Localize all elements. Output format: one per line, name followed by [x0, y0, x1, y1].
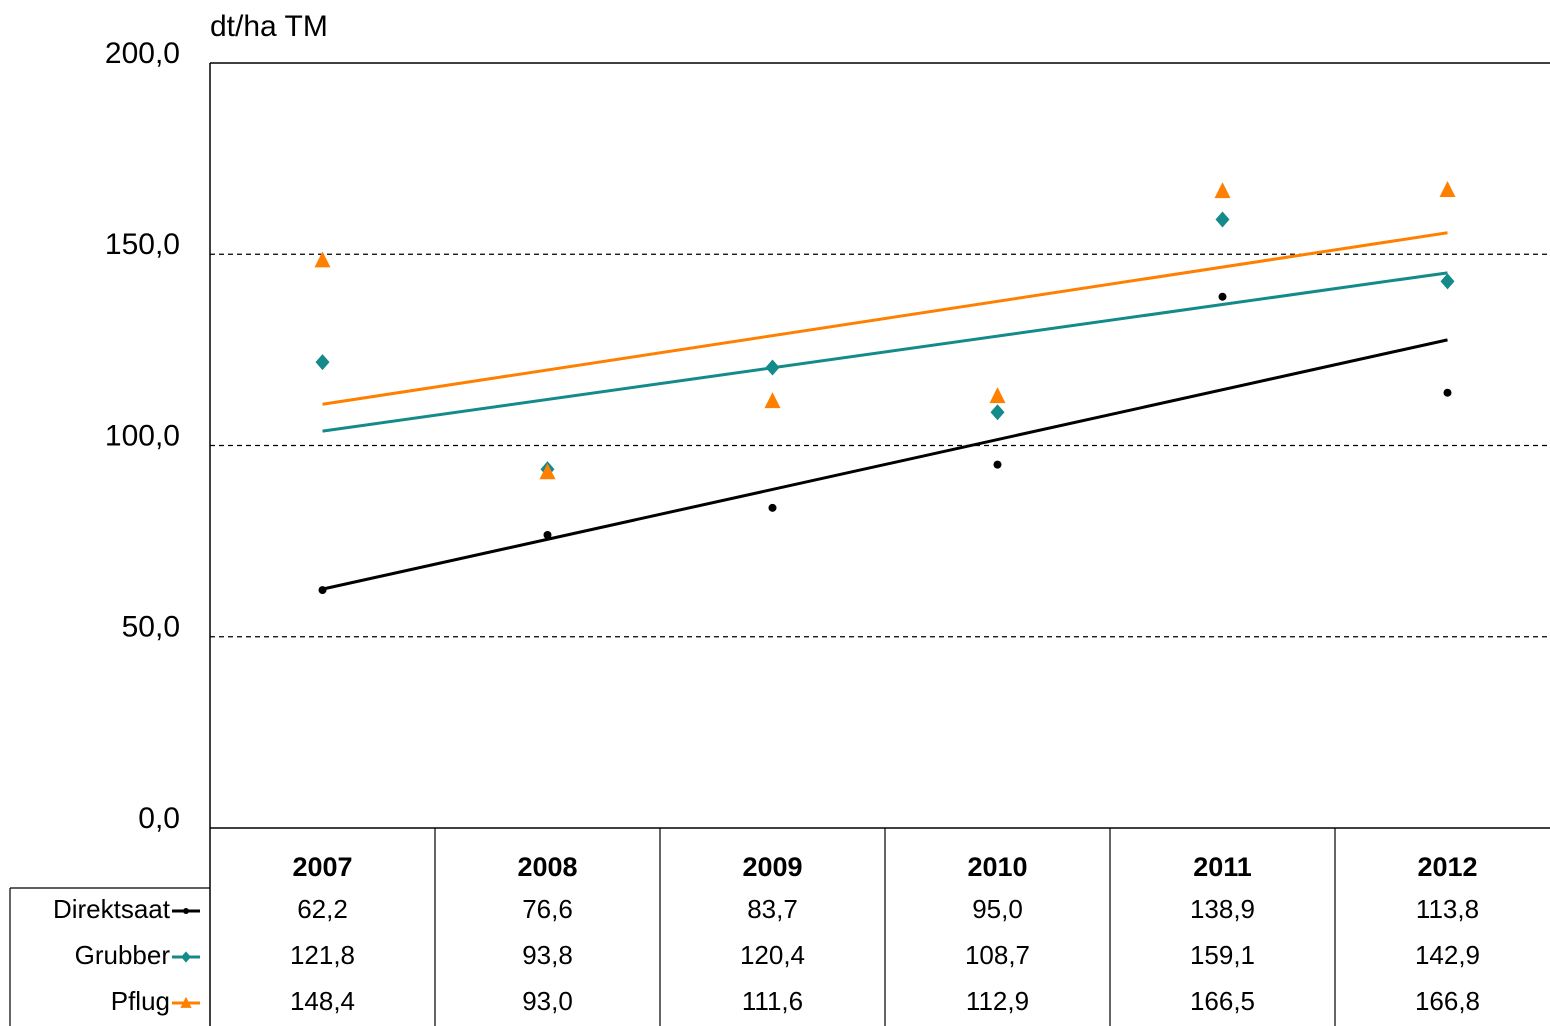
table-value: 166,5 [1190, 986, 1255, 1016]
data-point [768, 503, 777, 512]
x-tick-label: 2012 [1417, 852, 1477, 882]
x-tick-label: 2011 [1193, 852, 1252, 882]
table-value: 93,0 [522, 986, 573, 1016]
table-value: 159,1 [1190, 940, 1255, 970]
table-value: 111,6 [742, 986, 803, 1016]
table-value: 95,0 [972, 894, 1023, 924]
table-value: 108,7 [965, 940, 1030, 970]
data-point [1439, 180, 1456, 197]
data-point [539, 463, 556, 480]
legend-label: Direktsaat [53, 894, 171, 924]
y-tick-label: 200,0 [105, 37, 180, 70]
table-value: 120,4 [740, 940, 805, 970]
data-point [1440, 273, 1455, 290]
data-point [1218, 292, 1227, 301]
data-point [314, 251, 331, 268]
legend-marker [181, 951, 191, 963]
table-value: 112,9 [966, 986, 1029, 1016]
data-point [993, 460, 1002, 469]
y-tick-label: 100,0 [105, 419, 180, 452]
data-point [318, 586, 327, 595]
legend-marker [180, 996, 192, 1008]
data-point [1215, 211, 1230, 228]
table-value: 142,9 [1415, 940, 1480, 970]
data-point [765, 359, 780, 376]
table-value: 148,4 [290, 986, 355, 1016]
x-tick-label: 2010 [967, 852, 1027, 882]
y-tick-label: 0,0 [138, 802, 180, 835]
table-value: 166,8 [1415, 986, 1480, 1016]
table-value: 138,9 [1190, 894, 1255, 924]
table-value: 121,8 [290, 940, 355, 970]
table-value: 113,8 [1416, 894, 1479, 924]
table-value: 93,8 [522, 940, 573, 970]
y-tick-label: 150,0 [105, 228, 180, 261]
trend-line [322, 338, 1448, 591]
table-value: 83,7 [747, 894, 798, 924]
data-point [315, 354, 330, 371]
x-tick-label: 2008 [517, 852, 577, 882]
trend-line [322, 231, 1448, 406]
data-point [990, 404, 1005, 421]
data-point [1443, 388, 1452, 397]
legend-marker [183, 908, 189, 914]
y-axis-label: dt/ha TM [210, 10, 328, 43]
table-value: 76,6 [522, 894, 573, 924]
data-point [1214, 182, 1231, 199]
legend-label: Grubber [75, 940, 171, 970]
x-tick-label: 2009 [742, 852, 802, 882]
table-value: 62,2 [297, 894, 348, 924]
legend-label: Pflug [111, 986, 170, 1016]
y-tick-label: 50,0 [122, 611, 180, 644]
data-point [989, 387, 1006, 404]
trend-line [322, 271, 1448, 433]
x-tick-label: 2007 [292, 852, 352, 882]
data-point [764, 392, 781, 409]
data-point [543, 531, 552, 540]
